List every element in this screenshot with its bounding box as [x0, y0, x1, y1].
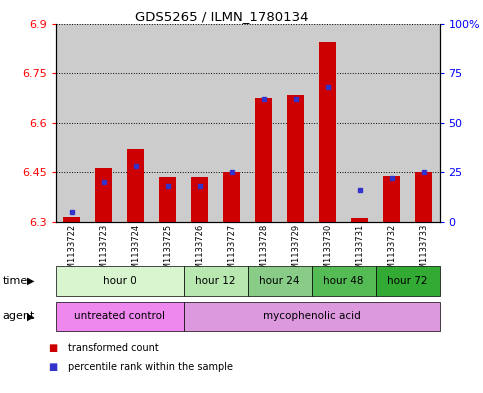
Bar: [408, 24, 440, 222]
Bar: [351, 218, 369, 222]
Bar: [120, 24, 152, 222]
Bar: [215, 24, 248, 222]
Bar: [280, 24, 312, 222]
Text: ■: ■: [48, 362, 57, 373]
Text: hour 72: hour 72: [387, 276, 428, 286]
Bar: [287, 95, 304, 222]
Bar: [415, 172, 432, 222]
Text: hour 48: hour 48: [323, 276, 364, 286]
Bar: [383, 176, 400, 222]
Bar: [159, 177, 176, 222]
Bar: [223, 172, 241, 222]
Bar: [127, 149, 144, 222]
Bar: [87, 24, 120, 222]
Text: hour 0: hour 0: [103, 276, 136, 286]
Bar: [312, 24, 343, 222]
Bar: [319, 42, 336, 222]
Text: ▶: ▶: [27, 276, 34, 286]
Bar: [63, 217, 80, 222]
Bar: [184, 24, 215, 222]
Bar: [343, 24, 376, 222]
Bar: [191, 177, 208, 222]
Text: hour 24: hour 24: [259, 276, 300, 286]
Text: hour 12: hour 12: [195, 276, 236, 286]
Text: ■: ■: [48, 343, 57, 353]
Bar: [152, 24, 184, 222]
Bar: [248, 24, 280, 222]
Text: GDS5265 / ILMN_1780134: GDS5265 / ILMN_1780134: [135, 10, 309, 23]
Text: agent: agent: [2, 311, 35, 321]
Bar: [376, 24, 408, 222]
Text: percentile rank within the sample: percentile rank within the sample: [68, 362, 233, 373]
Text: mycophenolic acid: mycophenolic acid: [263, 311, 360, 321]
Bar: [255, 98, 272, 222]
Bar: [95, 168, 113, 222]
Text: untreated control: untreated control: [74, 311, 165, 321]
Text: time: time: [2, 276, 28, 286]
Text: transformed count: transformed count: [68, 343, 158, 353]
Text: ▶: ▶: [27, 311, 34, 321]
Bar: [56, 24, 87, 222]
